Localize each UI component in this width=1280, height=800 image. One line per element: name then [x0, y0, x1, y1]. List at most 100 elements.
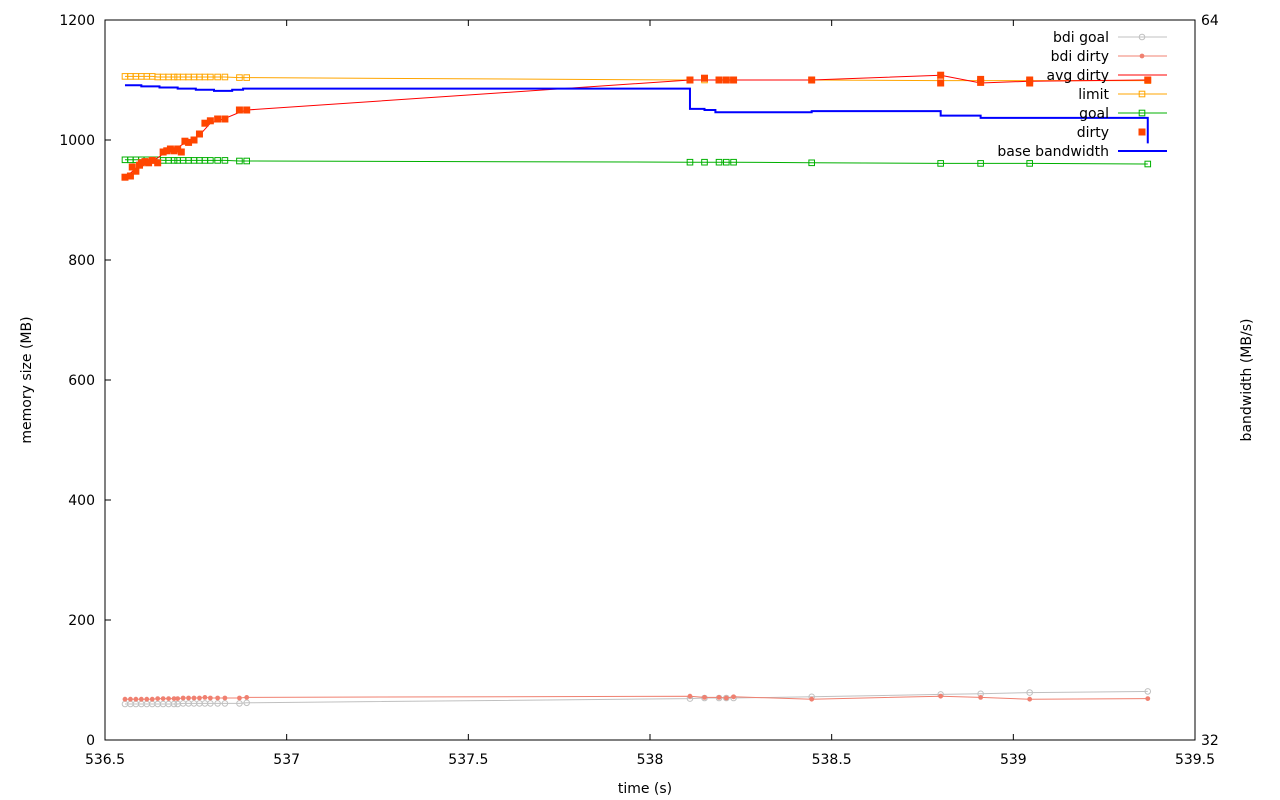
data-point-bdi-dirty — [138, 696, 144, 702]
data-point-dirty — [730, 76, 738, 84]
data-point-bdi-goal — [236, 700, 243, 707]
legend-swatch-marker — [1138, 128, 1146, 136]
y2-axis-label: bandwidth (MB/s) — [1239, 319, 1255, 442]
data-point-dirty — [206, 117, 214, 125]
y-tick-label: 1000 — [59, 133, 95, 149]
data-point-bdi-dirty — [978, 695, 984, 700]
series-line-limit — [124, 75, 1148, 82]
data-point-goal — [243, 157, 250, 165]
legend-label: limit — [1078, 87, 1109, 103]
data-point-bdi-dirty — [149, 696, 155, 702]
data-point-dirty — [126, 172, 134, 180]
data-point-bdi-dirty — [155, 696, 161, 701]
data-point-bdi-dirty — [938, 693, 944, 699]
data-point-limit — [236, 74, 243, 81]
data-point-bdi-dirty — [186, 695, 191, 701]
data-point-dirty — [137, 159, 145, 167]
data-point-bdi-dirty — [197, 695, 202, 701]
data-point-goal — [1144, 160, 1152, 168]
data-point-goal — [1026, 160, 1033, 167]
data-point-bdi-dirty — [133, 696, 139, 702]
data-point-dirty — [148, 156, 156, 164]
data-point-dirty — [686, 76, 694, 84]
data-point-dirty — [808, 76, 816, 84]
x-tick-label: 537 — [273, 752, 300, 768]
y2-tick-label: 64 — [1201, 13, 1219, 29]
y-tick-label: 800 — [68, 253, 95, 269]
y2-tick-label: 32 — [1201, 733, 1219, 749]
y-tick-label: 600 — [68, 373, 95, 389]
data-point-dirty — [166, 145, 174, 153]
data-point-dirty — [132, 167, 140, 175]
x-tick-label: 538 — [637, 752, 664, 768]
legend-item-avg-dirty: avg dirty — [1046, 68, 1167, 84]
data-point-bdi-dirty — [180, 695, 186, 701]
data-point-bdi-goal — [170, 700, 178, 708]
data-point-dirty — [170, 147, 178, 155]
data-point-bdi-goal — [214, 700, 221, 707]
data-point-dirty — [181, 137, 189, 145]
x-tick-label: 539.5 — [1175, 752, 1215, 768]
data-point-dirty — [154, 159, 162, 167]
data-point-dirty — [145, 159, 153, 167]
legend-item-bdi-goal: bdi goal — [1053, 30, 1167, 46]
data-point-bdi-dirty — [723, 695, 729, 701]
x-axis-ticks: 536.5 537 537.5 538 538.5 539 539.5 — [85, 20, 1215, 768]
data-point-dirty — [201, 119, 209, 127]
data-point-dirty — [163, 147, 171, 155]
data-point-limit — [207, 73, 214, 81]
data-point-bdi-dirty — [731, 694, 736, 700]
x-tick-label: 539 — [1000, 752, 1027, 768]
data-point-bdi-dirty — [222, 695, 228, 701]
legend-label: dirty — [1077, 125, 1109, 141]
data-point-bdi-dirty — [207, 695, 213, 701]
data-point-bdi-goal — [1026, 689, 1033, 696]
data-point-bdi-dirty — [128, 696, 133, 702]
data-point-bdi-dirty — [191, 695, 197, 701]
data-point-dirty — [128, 163, 136, 171]
legend-label: bdi dirty — [1051, 49, 1109, 65]
data-point-bdi-dirty — [122, 696, 128, 702]
data-point-dirty — [177, 148, 185, 156]
data-point-bdi-dirty — [202, 695, 208, 700]
data-point-goal — [170, 157, 178, 164]
data-point-bdi-goal — [207, 700, 214, 707]
y-tick-label: 400 — [68, 493, 95, 509]
series-line-base-bandwidth — [124, 84, 1149, 144]
legend-item-dirty: dirty — [1077, 125, 1146, 141]
plot-series — [121, 71, 1152, 708]
data-point-dirty — [190, 136, 198, 144]
legend-swatch-marker — [1138, 90, 1146, 98]
x-tick-label: 537.5 — [448, 752, 488, 768]
y-tick-label: 1200 — [59, 13, 95, 29]
data-point-goal — [937, 160, 944, 167]
data-point-goal — [977, 160, 984, 167]
data-point-goal — [236, 157, 243, 165]
data-point-limit — [221, 73, 229, 81]
data-point-bdi-dirty — [144, 696, 150, 702]
data-point-dirty — [159, 148, 167, 156]
series-dirty — [121, 71, 1152, 181]
y-tick-label: 200 — [68, 613, 95, 629]
data-point-dirty — [174, 145, 182, 153]
data-point-bdi-dirty — [237, 695, 242, 701]
y-tick-label: 0 — [86, 733, 95, 749]
data-point-bdi-dirty — [166, 696, 171, 701]
legend-item-goal: goal — [1079, 106, 1167, 122]
legend-label: base bandwidth — [997, 144, 1109, 160]
data-point-dirty — [937, 79, 945, 87]
data-point-dirty — [214, 115, 222, 123]
data-point-dirty — [141, 158, 149, 166]
data-point-dirty — [185, 138, 193, 146]
legend-label: goal — [1079, 106, 1109, 122]
x-tick-label: 536.5 — [85, 752, 125, 768]
data-point-goal — [715, 158, 723, 166]
data-point-dirty — [195, 130, 203, 138]
legend-item-bdi-dirty: bdi dirty — [1051, 49, 1167, 65]
data-point-limit — [214, 73, 221, 81]
legend-swatch-marker — [1138, 33, 1146, 41]
data-point-dirty — [1026, 79, 1034, 87]
data-point-dirty — [701, 74, 708, 82]
data-point-bdi-dirty — [687, 693, 693, 699]
data-point-bdi-dirty — [215, 695, 221, 701]
